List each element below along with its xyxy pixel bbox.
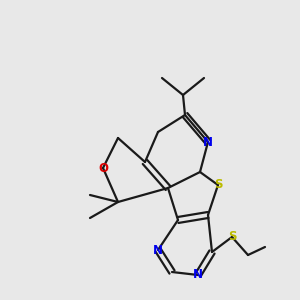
Text: O: O xyxy=(98,161,108,175)
Text: N: N xyxy=(203,136,213,148)
Text: S: S xyxy=(214,178,222,191)
Text: N: N xyxy=(153,244,163,256)
Text: N: N xyxy=(193,268,203,281)
Text: S: S xyxy=(228,230,236,244)
